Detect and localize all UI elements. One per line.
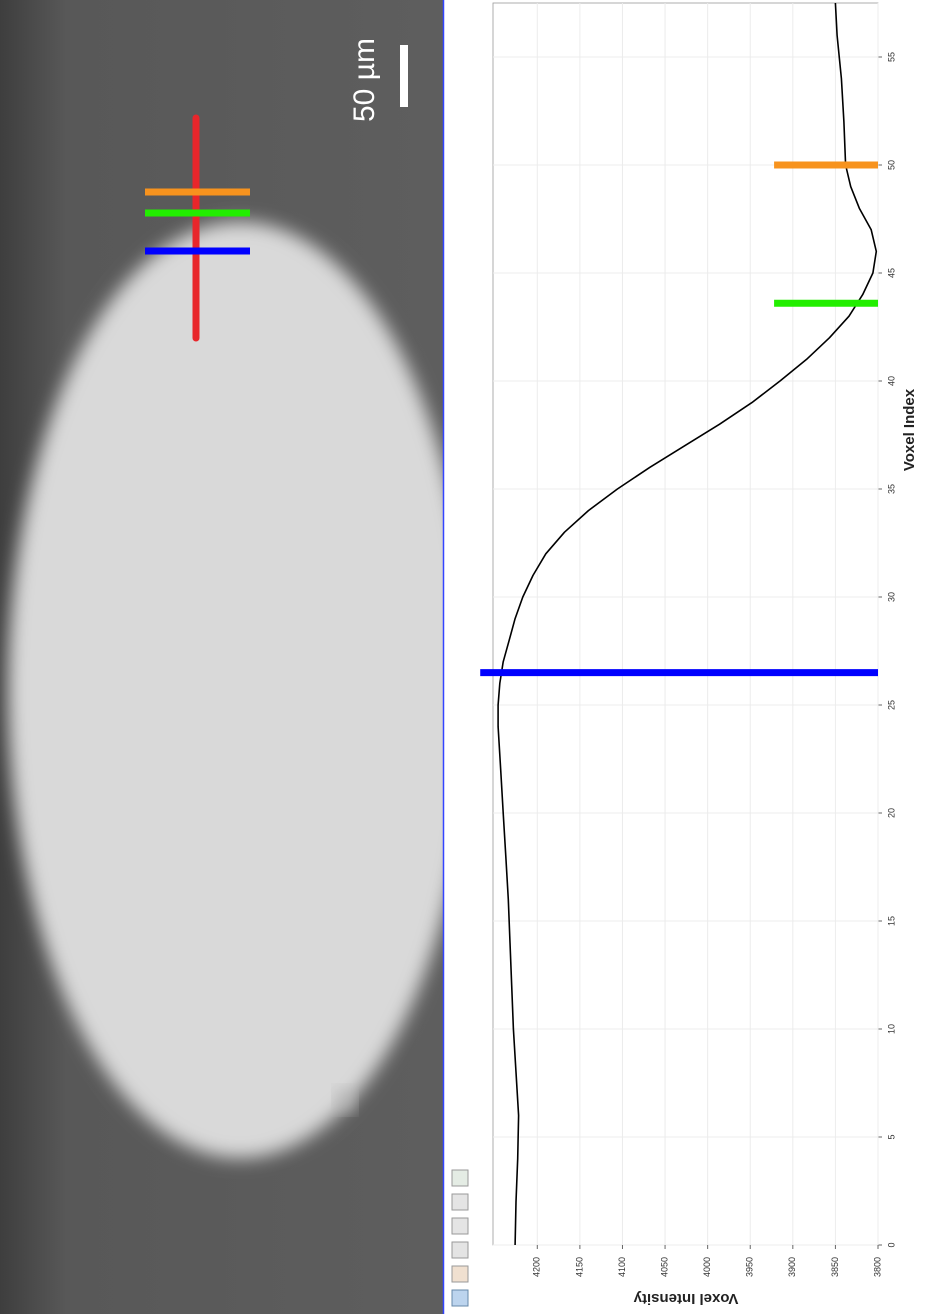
figure: 50 µm Voxel Index Voxel Intensity 0 5 10 15…	[0, 0, 925, 1314]
y-tick-label: 3900	[787, 1257, 797, 1277]
page: {"image": {"scale_label": "50 µm"}, "cha…	[0, 0, 925, 1314]
toolbar	[452, 1170, 468, 1306]
sample-disc	[8, 222, 472, 1158]
y-tick-label: 4000	[702, 1257, 712, 1277]
tool-icon[interactable]	[452, 1218, 468, 1234]
x-tick-label: 45	[886, 268, 896, 278]
x-tick-label: 50	[886, 160, 896, 170]
tool-icon[interactable]	[452, 1170, 468, 1186]
x-tick-label: 0	[886, 1242, 896, 1247]
x-tick-label: 25	[886, 700, 896, 710]
plot	[493, 3, 878, 1245]
x-axis-label: Voxel Index	[901, 388, 918, 471]
y-tick-label: 4150	[574, 1257, 584, 1277]
tool-icon[interactable]	[452, 1266, 468, 1282]
y-axis-label: Voxel Intensity	[633, 1290, 738, 1307]
spot	[335, 1088, 355, 1112]
x-tick-label: 30	[886, 592, 896, 602]
y-tick-label: 3800	[872, 1257, 882, 1277]
y-tick-label: 4100	[617, 1257, 627, 1277]
ct-image: 50 µm	[0, 0, 472, 1314]
tool-icon[interactable]	[452, 1290, 468, 1306]
tool-icon[interactable]	[452, 1194, 468, 1210]
x-tick-label: 20	[886, 808, 896, 818]
x-tick-label: 55	[886, 52, 896, 62]
plot-area	[493, 3, 878, 1245]
y-tick-label: 3850	[830, 1257, 840, 1277]
x-tick-label: 35	[886, 484, 896, 494]
y-tick-label: 3950	[745, 1257, 755, 1277]
x-tick-label: 10	[886, 1024, 896, 1034]
y-tick-label: 4200	[532, 1257, 542, 1277]
x-tick-label: 15	[886, 916, 896, 926]
tool-icon[interactable]	[452, 1242, 468, 1258]
scale-bar	[400, 45, 408, 107]
y-tick-label: 4050	[659, 1257, 669, 1277]
x-tick-label: 40	[886, 376, 896, 386]
scale-label: 50 µm	[348, 38, 381, 122]
x-tick-label: 5	[886, 1134, 896, 1139]
